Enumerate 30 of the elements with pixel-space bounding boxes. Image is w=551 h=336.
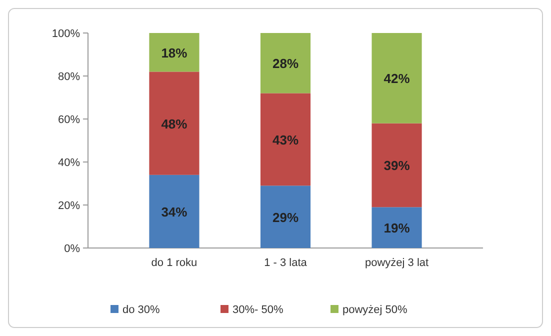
- x-tick-label: do 1 roku: [151, 257, 198, 269]
- data-label: 39%: [384, 158, 410, 174]
- y-tick-label: 80%: [58, 71, 80, 83]
- data-label: 19%: [384, 220, 410, 236]
- legend-label: do 30%: [122, 304, 160, 316]
- bar: [260, 33, 311, 94]
- y-tick-label: 60%: [58, 114, 80, 126]
- bar: [260, 93, 311, 186]
- bar: [149, 33, 200, 72]
- legend-label: 30%- 50%: [232, 304, 284, 316]
- data-label: 42%: [384, 71, 410, 86]
- bar: [260, 186, 311, 248]
- y-tick-label: 0%: [64, 243, 80, 255]
- legend-label: powyżej 50%: [342, 304, 408, 316]
- y-tick-label: 20%: [58, 200, 80, 212]
- x-tick-label: powyżej 3 lat: [364, 257, 429, 269]
- y-tick-label: 100%: [52, 28, 80, 40]
- x-tick-label: 1 - 3 lata: [264, 257, 308, 269]
- y-tick-label: 40%: [58, 157, 80, 169]
- bar: [149, 174, 200, 248]
- data-label: 28%: [272, 56, 299, 72]
- data-label: 29%: [272, 210, 299, 225]
- bar: [372, 33, 422, 124]
- data-label: 34%: [161, 204, 188, 220]
- data-label: 18%: [161, 45, 188, 60]
- bar: [372, 207, 422, 248]
- bar: [149, 72, 200, 175]
- data-label: 43%: [272, 132, 299, 148]
- bar: [372, 123, 422, 208]
- data-label: 48%: [161, 116, 188, 132]
